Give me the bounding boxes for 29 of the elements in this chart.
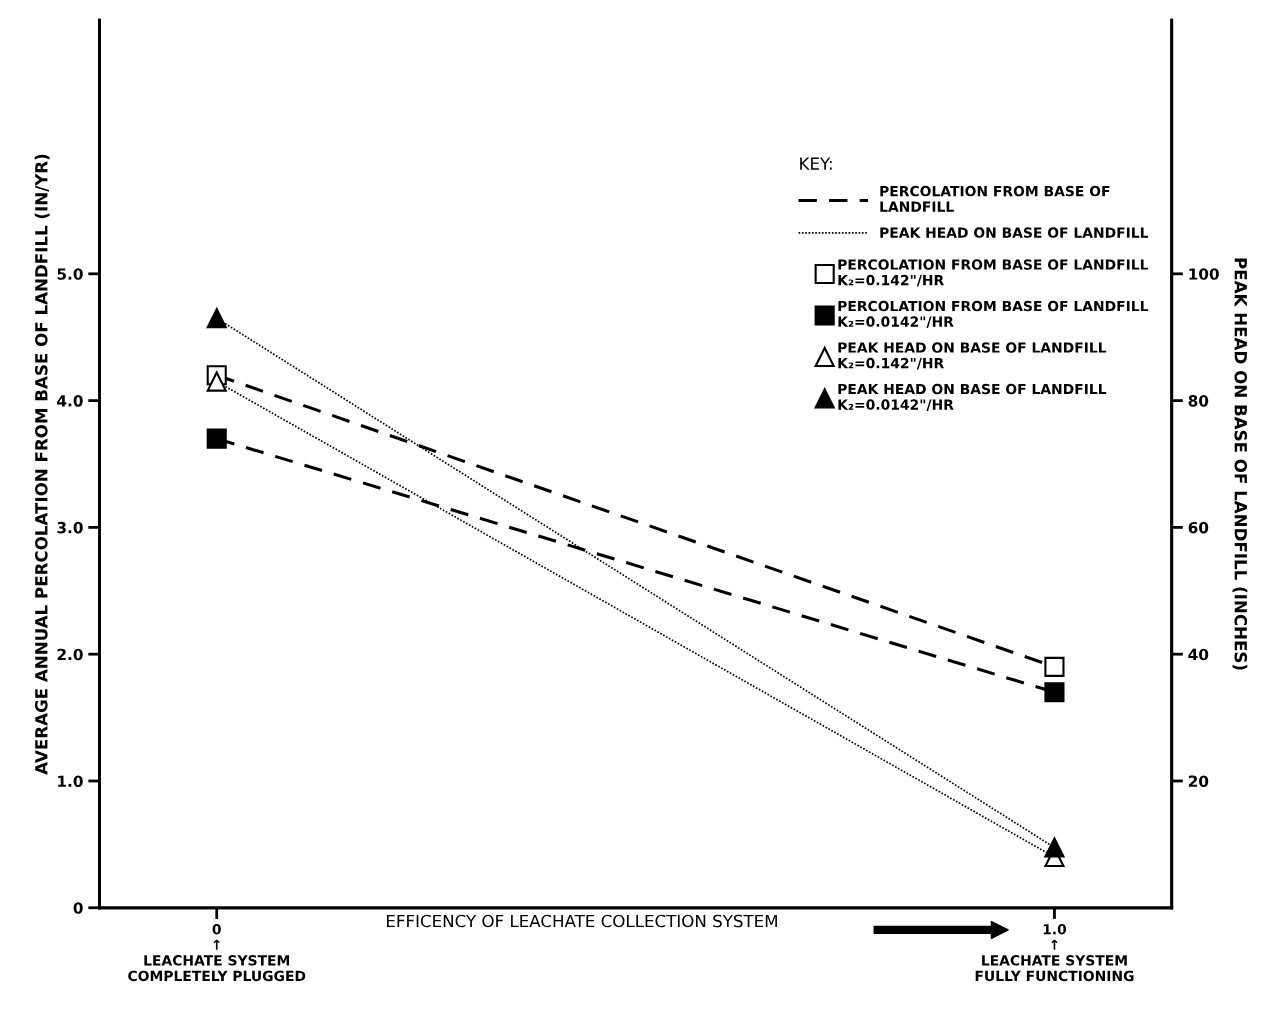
- y2-tick-label: 80: [1188, 395, 1209, 407]
- y-tick-label: 2.0: [57, 648, 83, 661]
- x-tick-label: 1.0 ↑ LEACHATE SYSTEM FULLY FUNCTIONING: [975, 923, 1134, 982]
- annotation: PEAK HEAD ON BASE OF LANDFILL: [880, 227, 1149, 238]
- legend-title: KEY:: [800, 157, 832, 170]
- x-axis-title: EFFICENCY OF LEACHATE COLLECTION SYSTEM: [387, 914, 777, 928]
- point: [1044, 682, 1065, 703]
- y-tick-label: 5.0: [57, 268, 83, 280]
- legend-label: PERCOLATION FROM BASE OF LANDFILL K₂=0.0142"/HR: [838, 300, 1149, 328]
- y2-tick-label: 40: [1188, 648, 1209, 661]
- point: [206, 371, 227, 392]
- y2-tick-label: 100: [1189, 268, 1219, 280]
- y2-tick-label: 20: [1188, 775, 1209, 787]
- legend-label: PERCOLATION FROM BASE OF LANDFILL K₂=0.142"/HR: [838, 259, 1149, 287]
- x-tick-label: 0 ↑ LEACHATE SYSTEM COMPLETELY PLUGGED: [128, 923, 306, 982]
- y2-tick-label: 60: [1188, 521, 1209, 534]
- y-tick-label: 3.0: [57, 521, 83, 534]
- legend-label: PEAK HEAD ON BASE OF LANDFILL K₂=0.0142"/HR: [838, 383, 1107, 411]
- y-tick-label: 1.0: [58, 775, 83, 787]
- y-tick-label: 4.0: [57, 395, 83, 407]
- y2-axis-title: PEAK HEAD ON BASE OF LANDFILL (INCHES): [1232, 258, 1248, 670]
- annotation: PERCOLATION FROM BASE OF LANDFILL: [880, 185, 1110, 212]
- point: [206, 308, 227, 329]
- y-axis-title: AVERAGE ANNUAL PERCOLATION FROM BASE OF LANDFILL (IN/YR): [34, 154, 50, 775]
- y-tick-label: 0: [73, 902, 83, 914]
- legend-label: PEAK HEAD ON BASE OF LANDFILL K₂=0.142"/HR: [838, 342, 1107, 370]
- point: [1044, 837, 1065, 858]
- point: [206, 428, 227, 449]
- point: [1044, 656, 1065, 677]
